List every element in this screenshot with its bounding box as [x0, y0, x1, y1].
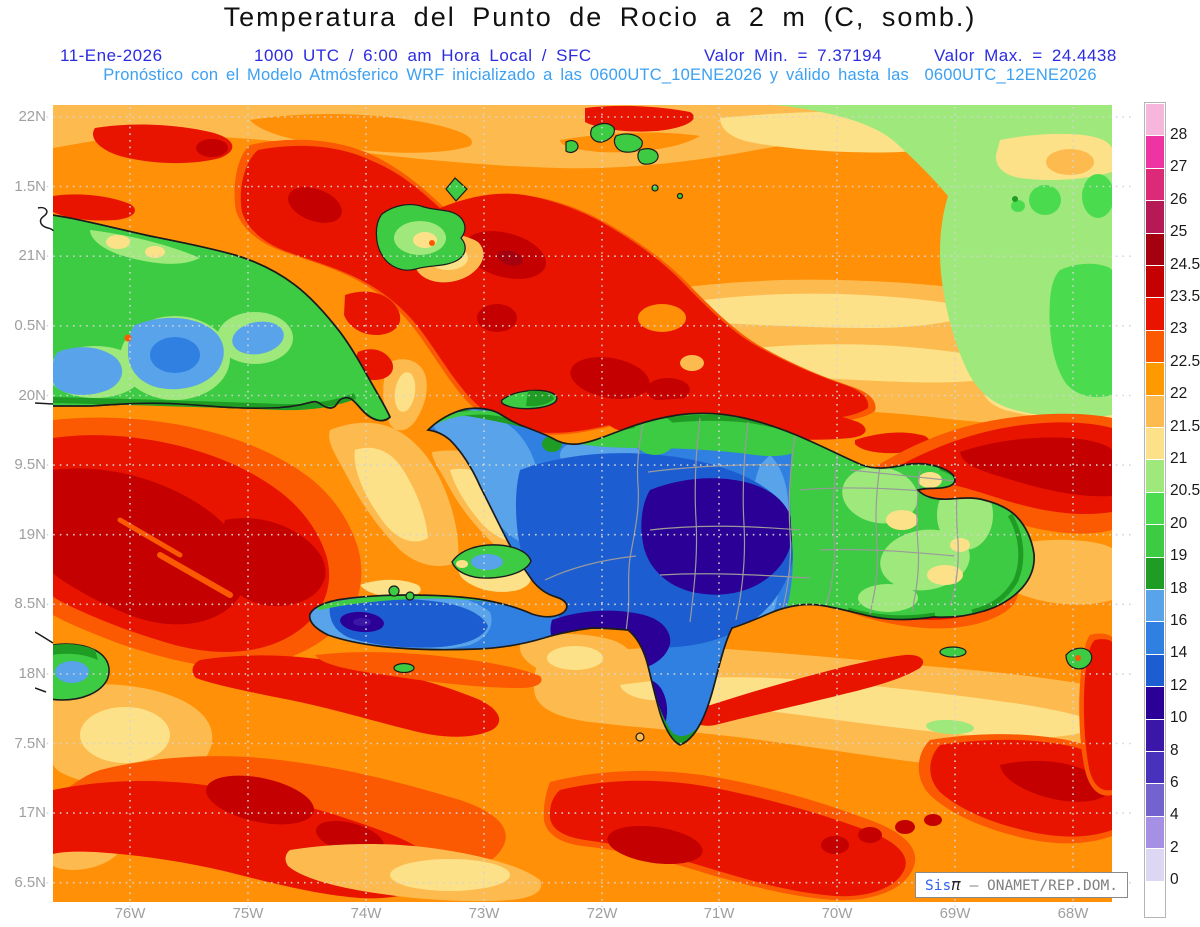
sispi-watermark: Sisπ – ONAMET/REP.DOM.	[915, 872, 1128, 898]
watermark-sis: Sis	[925, 878, 952, 894]
colorbar-cell	[1146, 363, 1164, 395]
lat-label: 18N	[18, 664, 46, 682]
page-title: Temperatura del Punto de Rocio a 2 m (C,…	[223, 2, 977, 32]
colorbar-label: 12	[1170, 676, 1188, 694]
colorbar-label: 16	[1170, 611, 1188, 629]
dewpoint-contour-map	[34, 105, 1133, 907]
colorbar-cell	[1146, 525, 1164, 557]
colorbar-label: 24.5	[1170, 255, 1200, 273]
colorbar-label: 2	[1170, 838, 1179, 856]
colorbar-label: 23.5	[1170, 287, 1200, 305]
lon-label: 72W	[586, 905, 618, 922]
colorbar-cell	[1146, 233, 1164, 265]
colorbar-cell	[1146, 849, 1164, 881]
lon-label: 71W	[703, 905, 735, 922]
colorbar-label: 26	[1170, 190, 1188, 208]
gonave-island	[451, 544, 532, 579]
lat-label: 9.5N	[14, 456, 46, 474]
shaded-field	[53, 105, 1112, 902]
colorbar-cell	[1146, 687, 1164, 719]
lat-label: 1.5N	[14, 177, 46, 195]
lon-label: 73W	[468, 905, 500, 922]
colorbar-cell	[1146, 428, 1164, 460]
colorbar-cell	[1146, 460, 1164, 492]
gridlines	[40, 107, 1133, 907]
colorbar	[1144, 102, 1166, 918]
max-value-label: Valor Max. = 24.4438	[934, 46, 1117, 65]
colorbar-cell	[1146, 622, 1164, 654]
colorbar-label: 23	[1170, 320, 1188, 338]
colorbar-cell	[1146, 752, 1164, 784]
colorbar-label: 21.5	[1170, 417, 1200, 435]
lon-label: 74W	[350, 905, 382, 922]
colorbar-label: 18	[1170, 579, 1188, 597]
colorbar-cell	[1146, 395, 1164, 427]
colorbar-label: 22.5	[1170, 352, 1200, 370]
colorbar-label: 25	[1170, 223, 1188, 241]
lon-label: 69W	[939, 905, 971, 922]
lat-label: 7.5N	[14, 734, 46, 752]
map-canvas	[34, 105, 1133, 908]
lon-label: 70W	[821, 905, 853, 922]
colorbar-cell	[1146, 492, 1164, 525]
lat-label: 17N	[18, 804, 46, 822]
lat-label: 6.5N	[14, 873, 46, 891]
colorbar-label: 28	[1170, 125, 1188, 143]
colorbar-cell	[1146, 168, 1164, 201]
cuba	[53, 214, 391, 422]
lon-label: 76W	[114, 905, 146, 922]
colorbar-label: 20.5	[1170, 482, 1200, 500]
colorbar-label: 10	[1170, 709, 1188, 727]
colorbar-label: 20	[1170, 514, 1188, 532]
colorbar-cell	[1146, 298, 1164, 330]
valid-time: 1000 UTC / 6:00 am Hora Local / SFC	[254, 46, 592, 65]
lon-label: 68W	[1057, 905, 1089, 922]
colorbar-cell	[1146, 136, 1164, 168]
colorbar-cell	[1146, 557, 1164, 589]
colorbar-label: 21	[1170, 449, 1188, 467]
small-islands-south	[388, 585, 1093, 742]
colorbar-cell	[1146, 590, 1164, 622]
lat-label: 22N	[18, 108, 46, 125]
colorbar-label: 27	[1170, 158, 1188, 176]
colorbar-cell	[1146, 654, 1164, 687]
lon-label: 75W	[232, 905, 264, 922]
jamaica	[53, 643, 110, 701]
min-value-label: Valor Min. = 7.37194	[704, 46, 883, 65]
colorbar-label: 4	[1170, 806, 1179, 824]
watermark-agency: – ONAMET/REP.DOM.	[960, 878, 1118, 894]
watermark-pi-icon: π	[951, 875, 961, 894]
colorbar-cell	[1146, 330, 1164, 363]
colorbar-cell	[1146, 719, 1164, 751]
valid-date: 11-Ene-2026	[60, 46, 163, 65]
lat-label: 21N	[18, 247, 46, 265]
colorbar-cell	[1146, 266, 1164, 298]
colorbar-cell	[1146, 816, 1164, 849]
lat-label: 8.5N	[14, 595, 46, 613]
colorbar-label: 6	[1170, 773, 1179, 791]
colorbar-label: 19	[1170, 547, 1188, 565]
colorbar-cell	[1146, 201, 1164, 233]
margin-coastlines	[34, 206, 54, 693]
colorbar-label: 0	[1170, 871, 1179, 889]
colorbar-cell	[1146, 881, 1164, 913]
lat-label: 0.5N	[14, 316, 46, 334]
colorbar-label: 14	[1170, 644, 1188, 662]
colorbar-cell	[1146, 104, 1164, 136]
lat-label: 20N	[18, 386, 46, 404]
forecast-subtitle: Pronóstico con el Modelo Atmósferico WRF…	[103, 66, 1097, 84]
lat-label: 19N	[18, 525, 46, 543]
colorbar-label: 22	[1170, 385, 1188, 403]
colorbar-label: 8	[1170, 741, 1179, 759]
colorbar-cell	[1146, 784, 1164, 816]
